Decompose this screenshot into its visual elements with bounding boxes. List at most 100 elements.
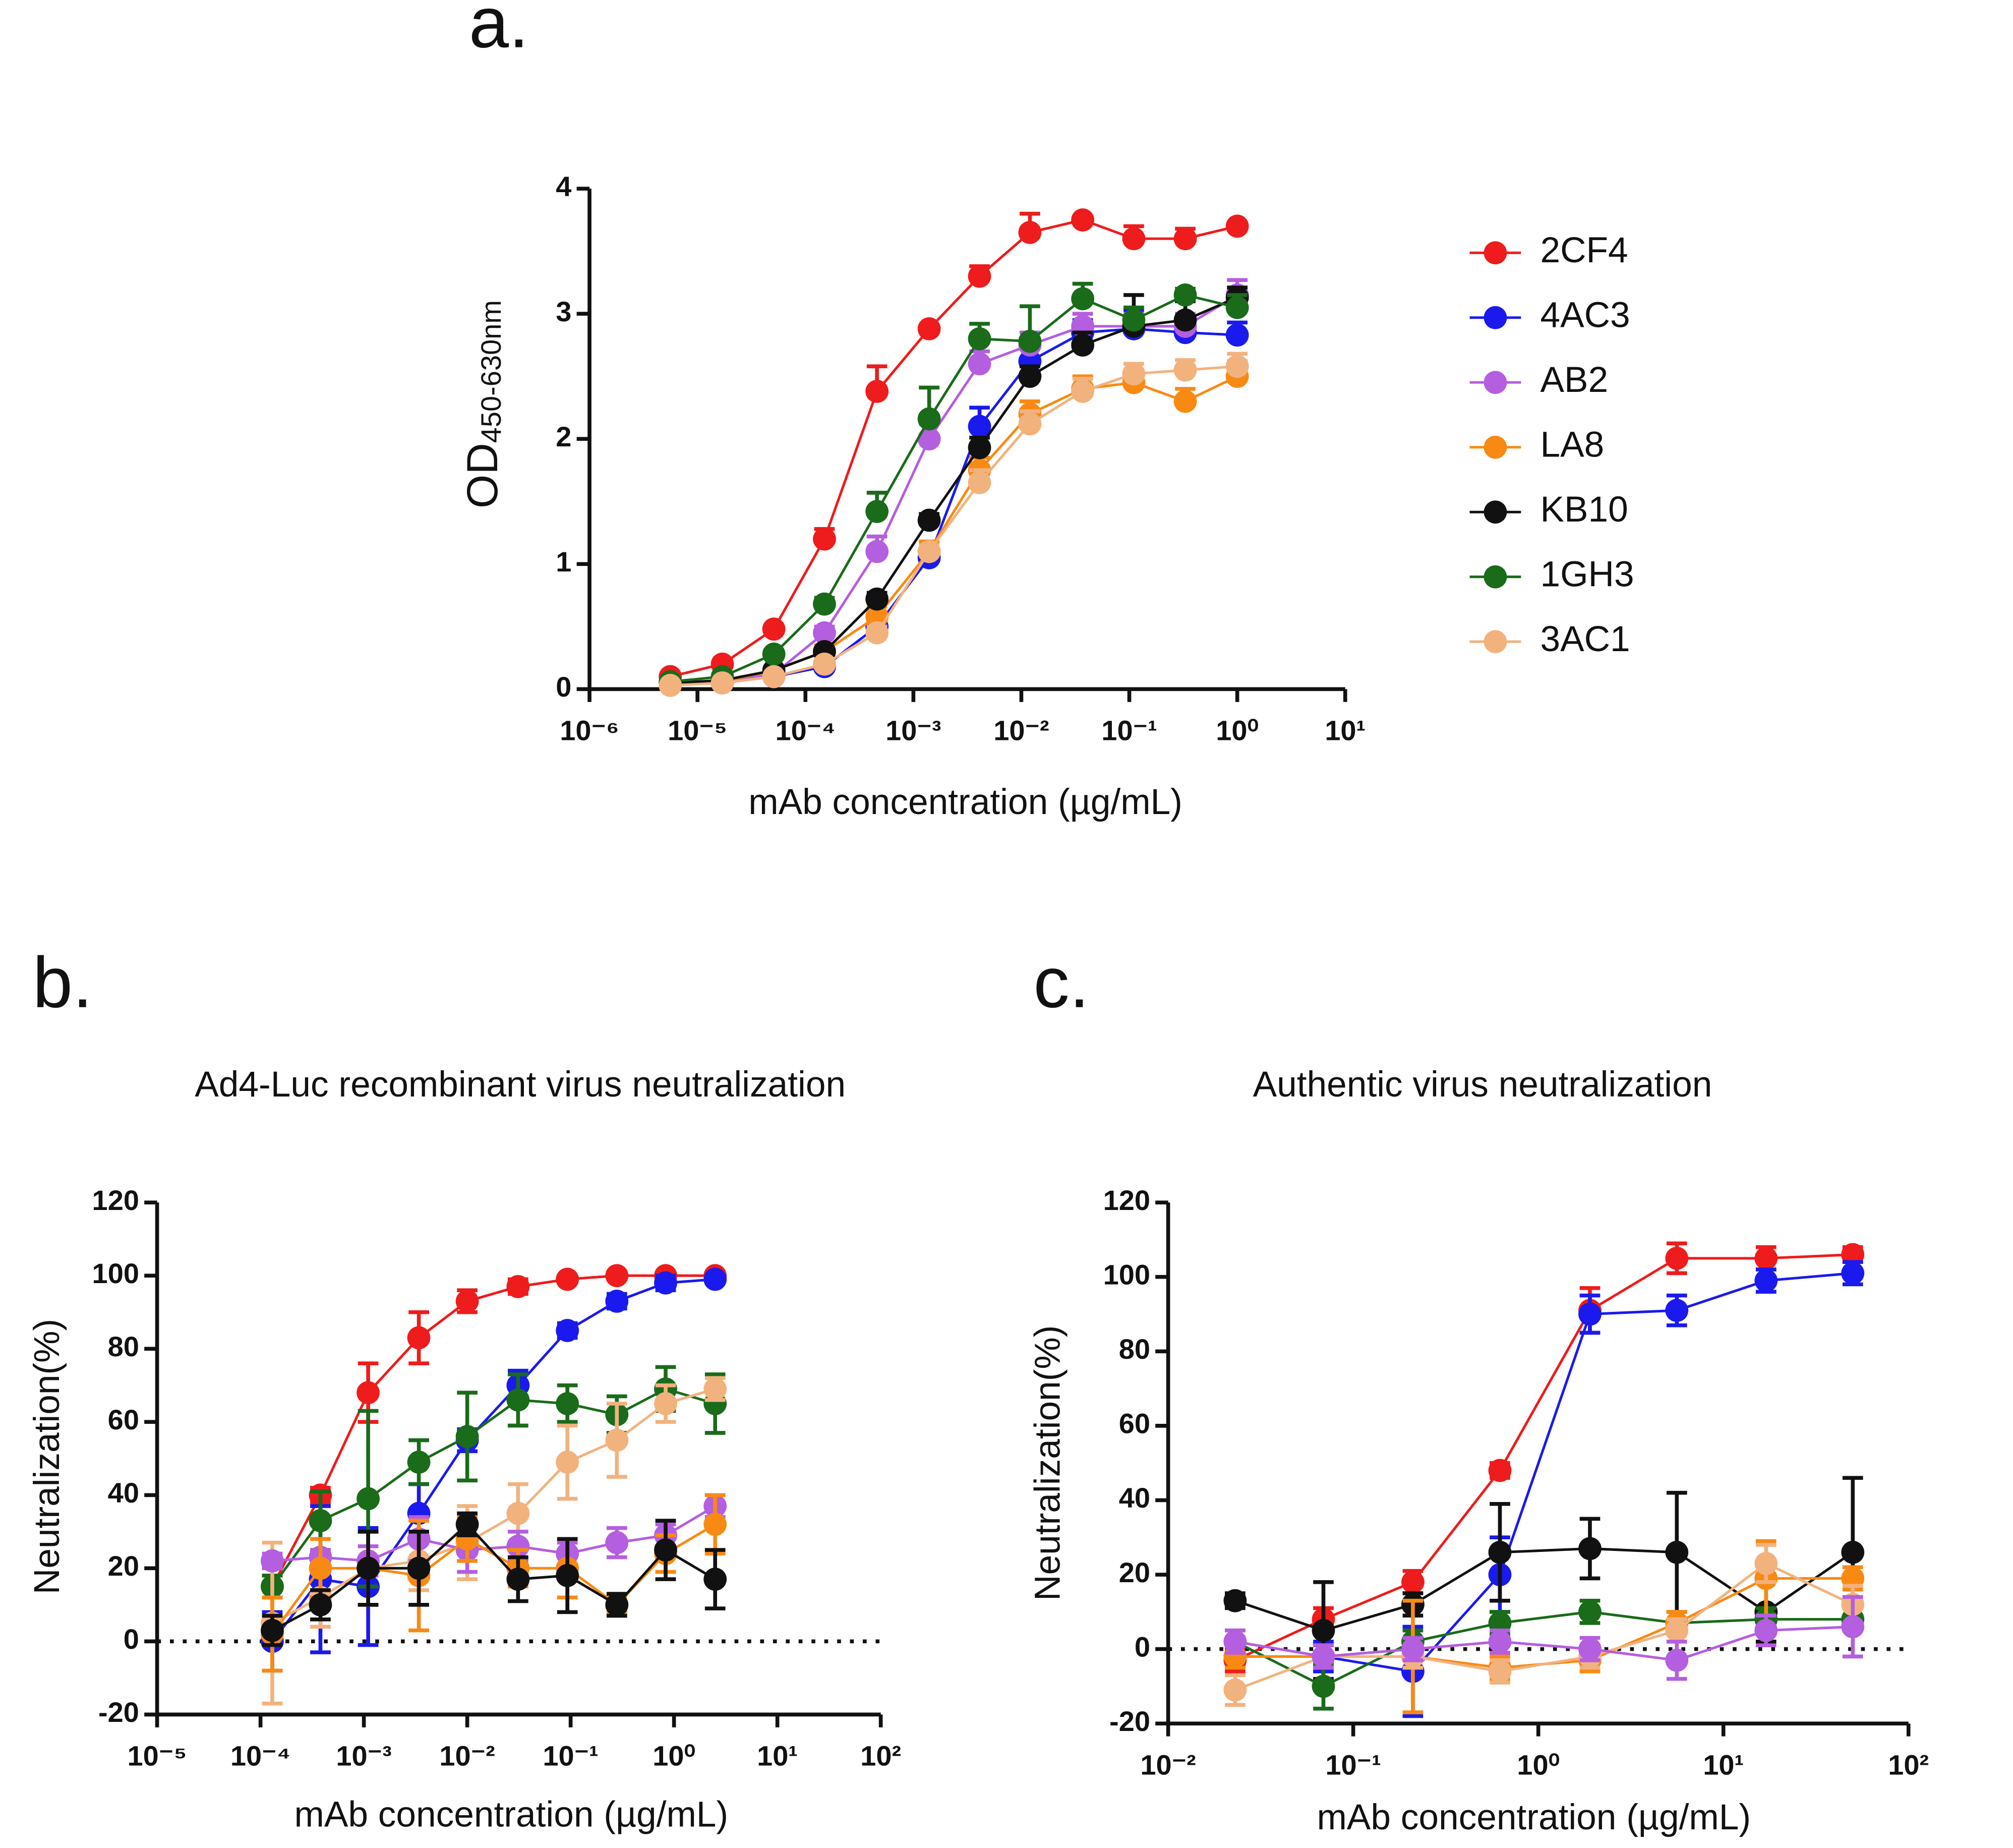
data-point xyxy=(654,1271,677,1295)
chart-title: Ad4-Luc recombinant virus neutralization xyxy=(195,1065,846,1105)
data-point xyxy=(1488,1459,1512,1482)
y-tick-label: 40 xyxy=(1119,1482,1150,1514)
series-line xyxy=(670,218,1238,678)
data-point xyxy=(556,1267,579,1291)
y-axis-label: Neutralization(%) xyxy=(1028,1325,1068,1601)
data-point xyxy=(1488,1659,1512,1683)
data-point xyxy=(1578,1537,1602,1561)
series-line xyxy=(670,294,1238,685)
series-line xyxy=(271,1388,716,1588)
data-point xyxy=(506,1534,530,1558)
data-point xyxy=(1173,389,1197,413)
data-point xyxy=(1223,1678,1247,1702)
data-point xyxy=(968,264,991,288)
y-axis-label-main: OD xyxy=(458,443,507,508)
data-point xyxy=(968,436,991,459)
data-point xyxy=(357,1381,380,1405)
data-point xyxy=(865,540,889,563)
data-point xyxy=(1018,365,1042,388)
series-line xyxy=(670,294,1238,683)
data-point xyxy=(357,1556,380,1580)
y-axis-label: OD450-630nm xyxy=(458,300,507,508)
data-point xyxy=(261,1549,284,1573)
data-point xyxy=(455,1513,479,1536)
data-point xyxy=(865,587,889,611)
data-point xyxy=(1225,214,1249,238)
y-tick-label: 20 xyxy=(108,1550,139,1582)
data-point xyxy=(605,1593,629,1616)
x-tick-label: 10¹ xyxy=(757,1740,798,1772)
data-point xyxy=(1488,1630,1512,1653)
y-tick-label: -20 xyxy=(1109,1705,1150,1737)
data-point xyxy=(1225,296,1249,319)
data-point xyxy=(1578,1302,1602,1326)
legend-label: LA8 xyxy=(1540,425,1604,465)
data-point xyxy=(506,1502,530,1525)
data-point xyxy=(654,1538,677,1562)
x-tick-label: 10⁻³ xyxy=(336,1740,391,1772)
data-point xyxy=(762,643,786,666)
data-point xyxy=(1071,287,1094,311)
x-tick-label: 10⁻⁵ xyxy=(128,1740,187,1772)
chart-title: Authentic virus neutralization xyxy=(1253,1065,1712,1105)
data-point xyxy=(407,1451,431,1474)
x-tick-label: 10⁻¹ xyxy=(1325,1749,1381,1780)
y-tick-label: 2 xyxy=(556,421,571,452)
legend-marker xyxy=(1484,435,1507,459)
x-tick-label: 10⁻⁴ xyxy=(776,715,836,746)
y-tick-label: 0 xyxy=(1135,1631,1150,1662)
data-point xyxy=(1071,208,1094,232)
data-point xyxy=(1754,1619,1778,1642)
x-axis-label: mAb concentration (µg/mL) xyxy=(294,1795,729,1835)
data-point xyxy=(1018,329,1042,353)
data-point xyxy=(556,1319,579,1342)
y-tick-label: 20 xyxy=(1119,1556,1150,1588)
x-tick-label: 10² xyxy=(860,1740,901,1772)
data-point xyxy=(703,1267,727,1291)
data-point xyxy=(1173,358,1197,382)
panel-label: b. xyxy=(33,943,93,1023)
x-tick-label: 10⁻⁶ xyxy=(560,715,619,746)
data-point xyxy=(1018,220,1042,244)
y-tick-label: 1 xyxy=(556,546,571,578)
data-point xyxy=(605,1428,629,1452)
x-tick-label: 10¹ xyxy=(1325,715,1366,746)
y-tick-label: -20 xyxy=(98,1696,139,1728)
data-point xyxy=(865,500,889,523)
panel-label: c. xyxy=(1033,943,1089,1023)
data-point xyxy=(506,1388,530,1412)
data-point xyxy=(1071,333,1094,357)
legend-label: KB10 xyxy=(1540,490,1628,530)
y-tick-label: 60 xyxy=(108,1404,139,1435)
x-tick-label: 10² xyxy=(1888,1749,1929,1780)
data-point xyxy=(1488,1540,1512,1564)
data-point xyxy=(1665,1540,1689,1564)
data-point xyxy=(309,1509,332,1532)
data-point xyxy=(1223,1589,1247,1612)
data-point xyxy=(1841,1615,1865,1639)
series-line xyxy=(1234,1547,1854,1632)
data-point xyxy=(968,352,991,376)
data-point xyxy=(917,508,941,532)
x-tick-label: 10⁻² xyxy=(993,715,1049,746)
data-point xyxy=(865,621,889,645)
legend-label: 4AC3 xyxy=(1540,296,1630,335)
legend-label: 1GH3 xyxy=(1540,555,1634,595)
data-point xyxy=(506,1275,530,1298)
data-point xyxy=(309,1556,332,1580)
data-point xyxy=(1018,412,1042,436)
data-point xyxy=(711,671,734,695)
data-point xyxy=(556,1451,579,1474)
data-point xyxy=(659,674,682,697)
y-axis-label-main: Neutralization(%) xyxy=(1028,1325,1068,1601)
series-line xyxy=(1235,1272,1853,1673)
legend-marker xyxy=(1484,371,1507,394)
data-point xyxy=(357,1487,380,1511)
data-point xyxy=(407,1326,431,1350)
data-point xyxy=(556,1564,579,1587)
series-line xyxy=(271,1274,716,1587)
data-point xyxy=(968,415,991,438)
data-point xyxy=(813,592,836,616)
data-point xyxy=(1122,308,1146,332)
y-axis-label-main: Neutralization(%) xyxy=(27,1319,67,1594)
